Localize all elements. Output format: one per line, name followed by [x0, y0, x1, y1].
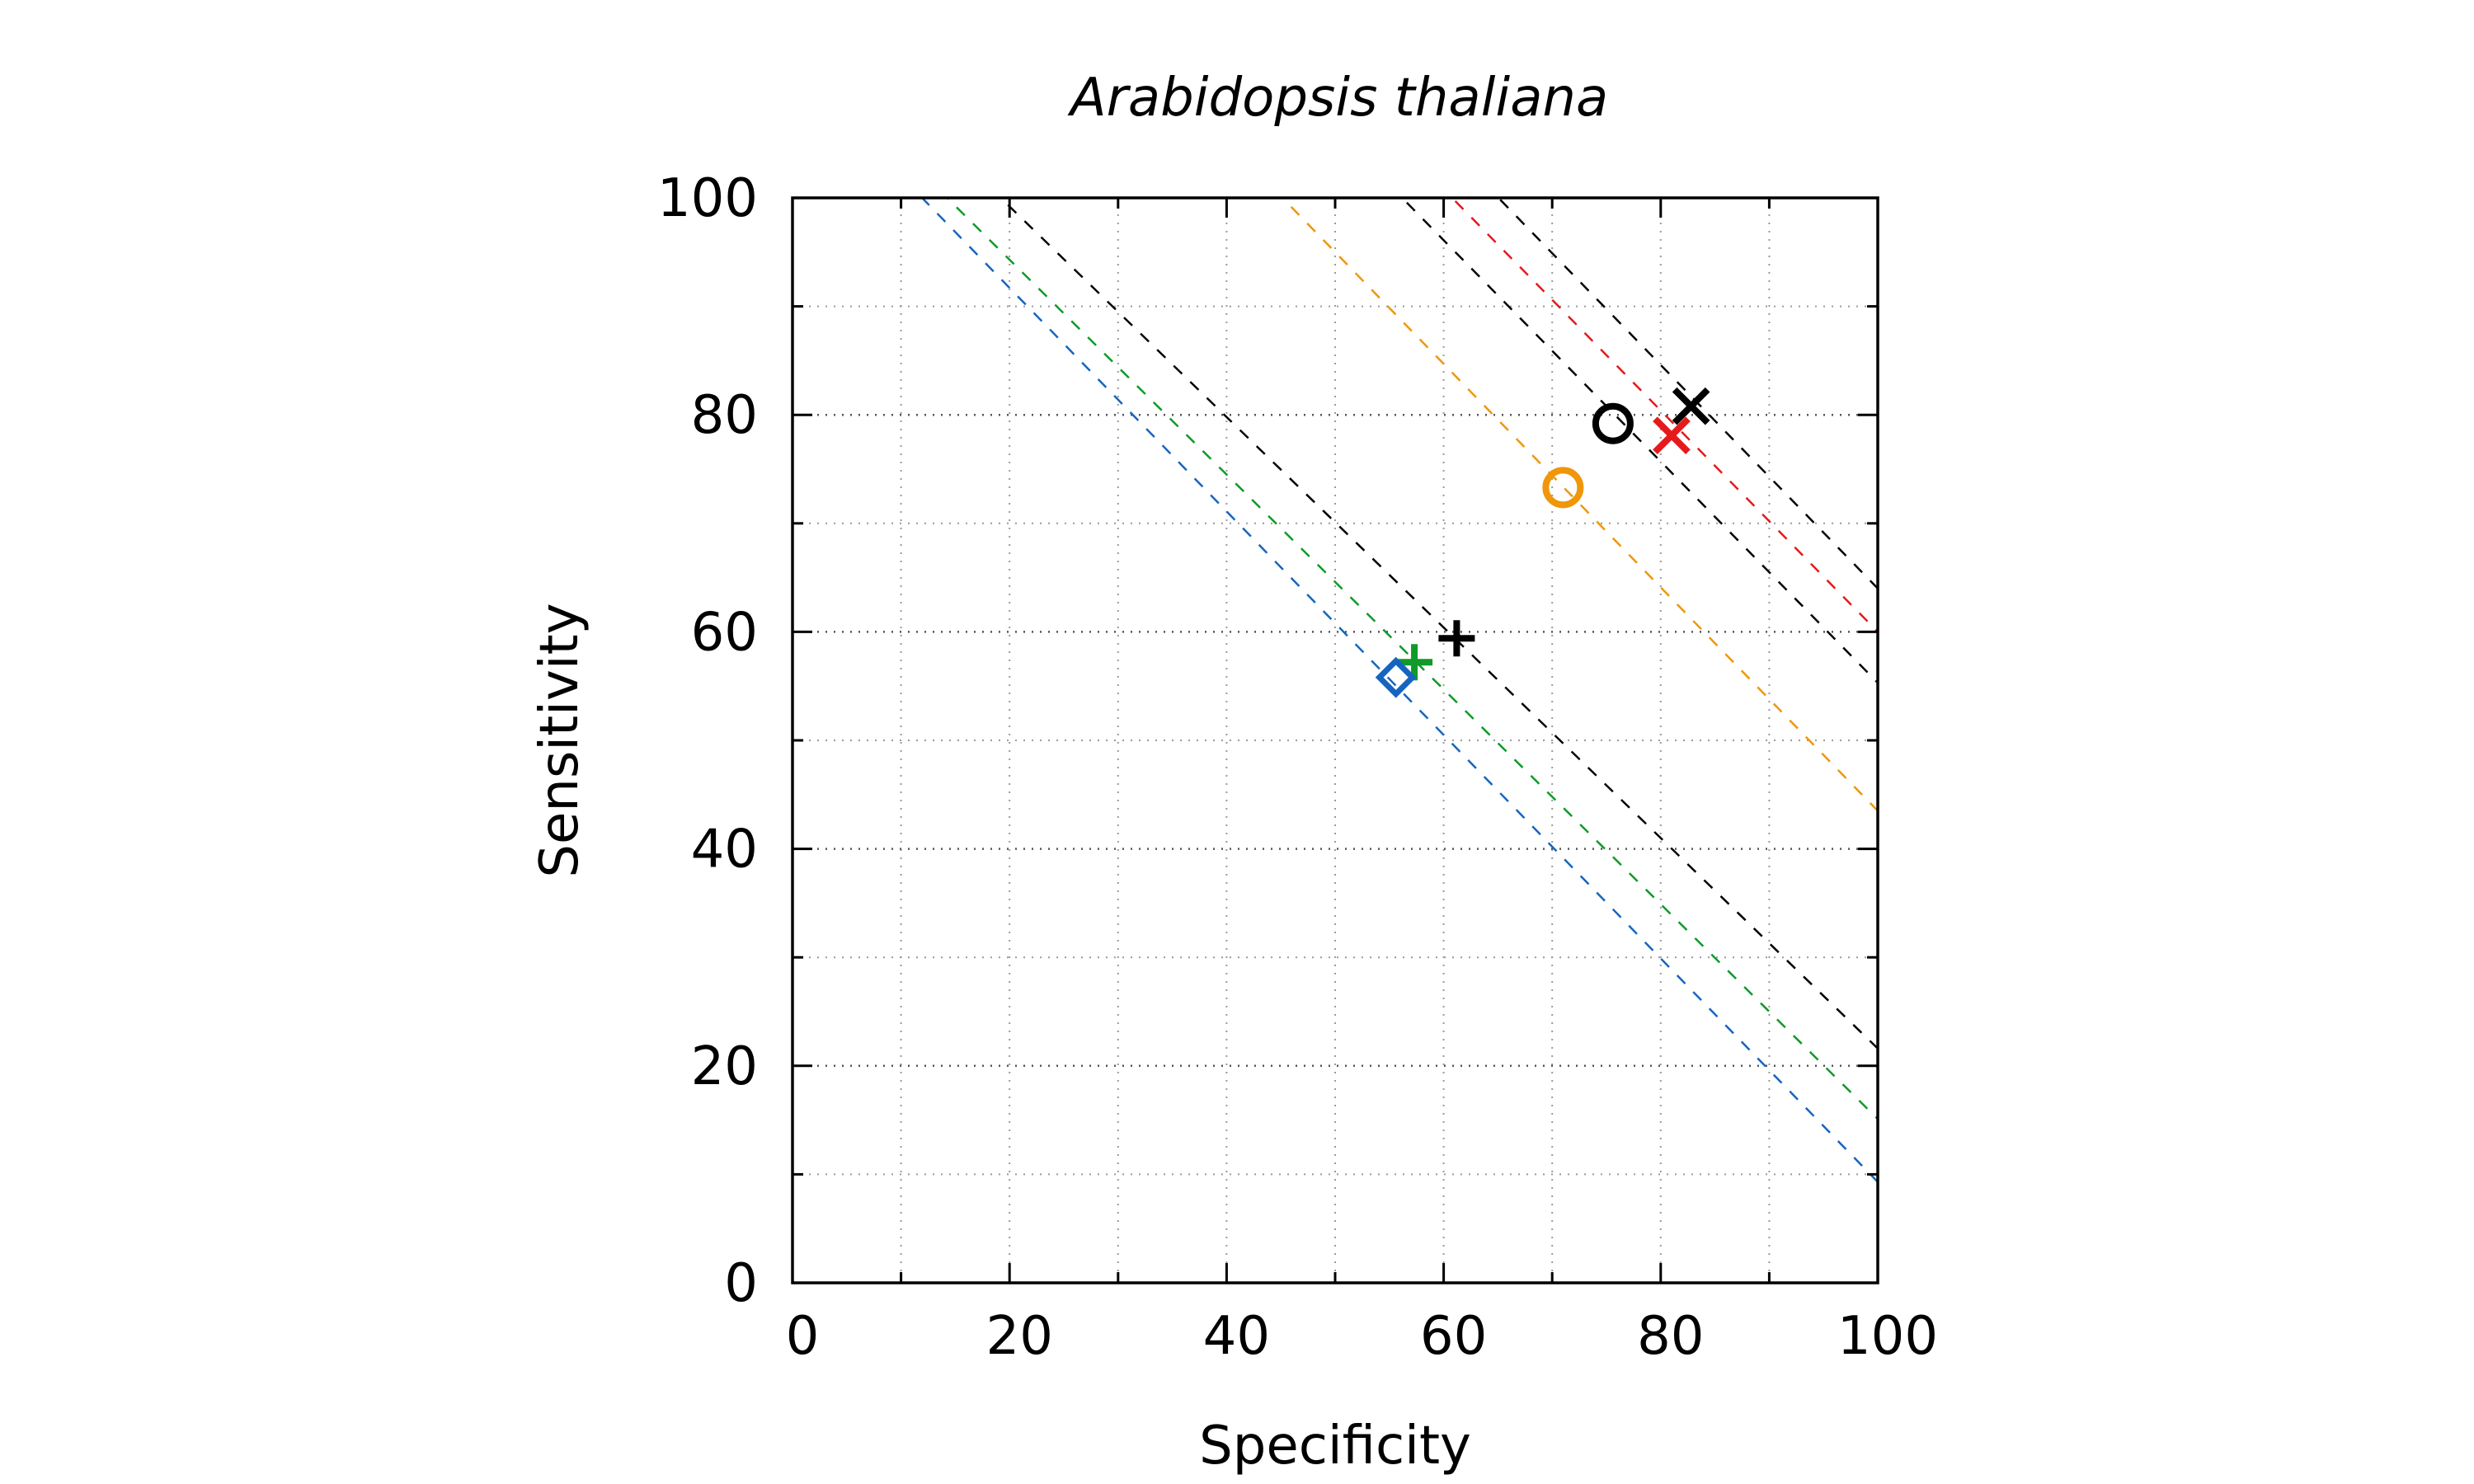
y-axis-label: Sensitivity: [529, 603, 590, 877]
x-tick-label: 60: [1420, 1306, 1487, 1367]
marker-x: [1653, 416, 1691, 455]
x-tick-label: 80: [1637, 1306, 1704, 1367]
x-tick-label: 40: [1203, 1306, 1270, 1367]
reference-line: [945, 198, 1878, 1120]
reference-line: [1281, 198, 1878, 812]
chart-title: Arabidopsis thaliana: [1067, 68, 1608, 129]
x-tick-label: 20: [985, 1306, 1052, 1367]
marker-diamond: [1375, 656, 1417, 698]
y-tick-label: 100: [657, 168, 758, 229]
y-tick-label: 60: [691, 602, 758, 663]
grid-lines: [793, 198, 1878, 1283]
x-tick-label: 100: [1837, 1306, 1938, 1367]
y-tick-label: 20: [691, 1036, 758, 1097]
marker-circle: [1542, 467, 1584, 509]
plot-frame: [791, 196, 1879, 1284]
x-axis-label: Specificity: [1199, 1416, 1471, 1477]
x-tick-label: 0: [786, 1306, 820, 1367]
marker-x: [1672, 387, 1710, 425]
reference-lines: [920, 198, 1878, 1183]
axis-ticks: 0 20 40 60 80 100 0 20 40 60 80 100: [657, 168, 1938, 1367]
marker-plus: [1396, 644, 1433, 681]
y-tick-label: 0: [724, 1253, 758, 1314]
marker-plus: [1438, 620, 1475, 657]
data-points: [1375, 387, 1710, 698]
marker-circle: [1592, 402, 1634, 444]
y-tick-label: 40: [691, 819, 758, 881]
reference-line: [920, 198, 1878, 1183]
y-tick-label: 80: [691, 385, 758, 446]
